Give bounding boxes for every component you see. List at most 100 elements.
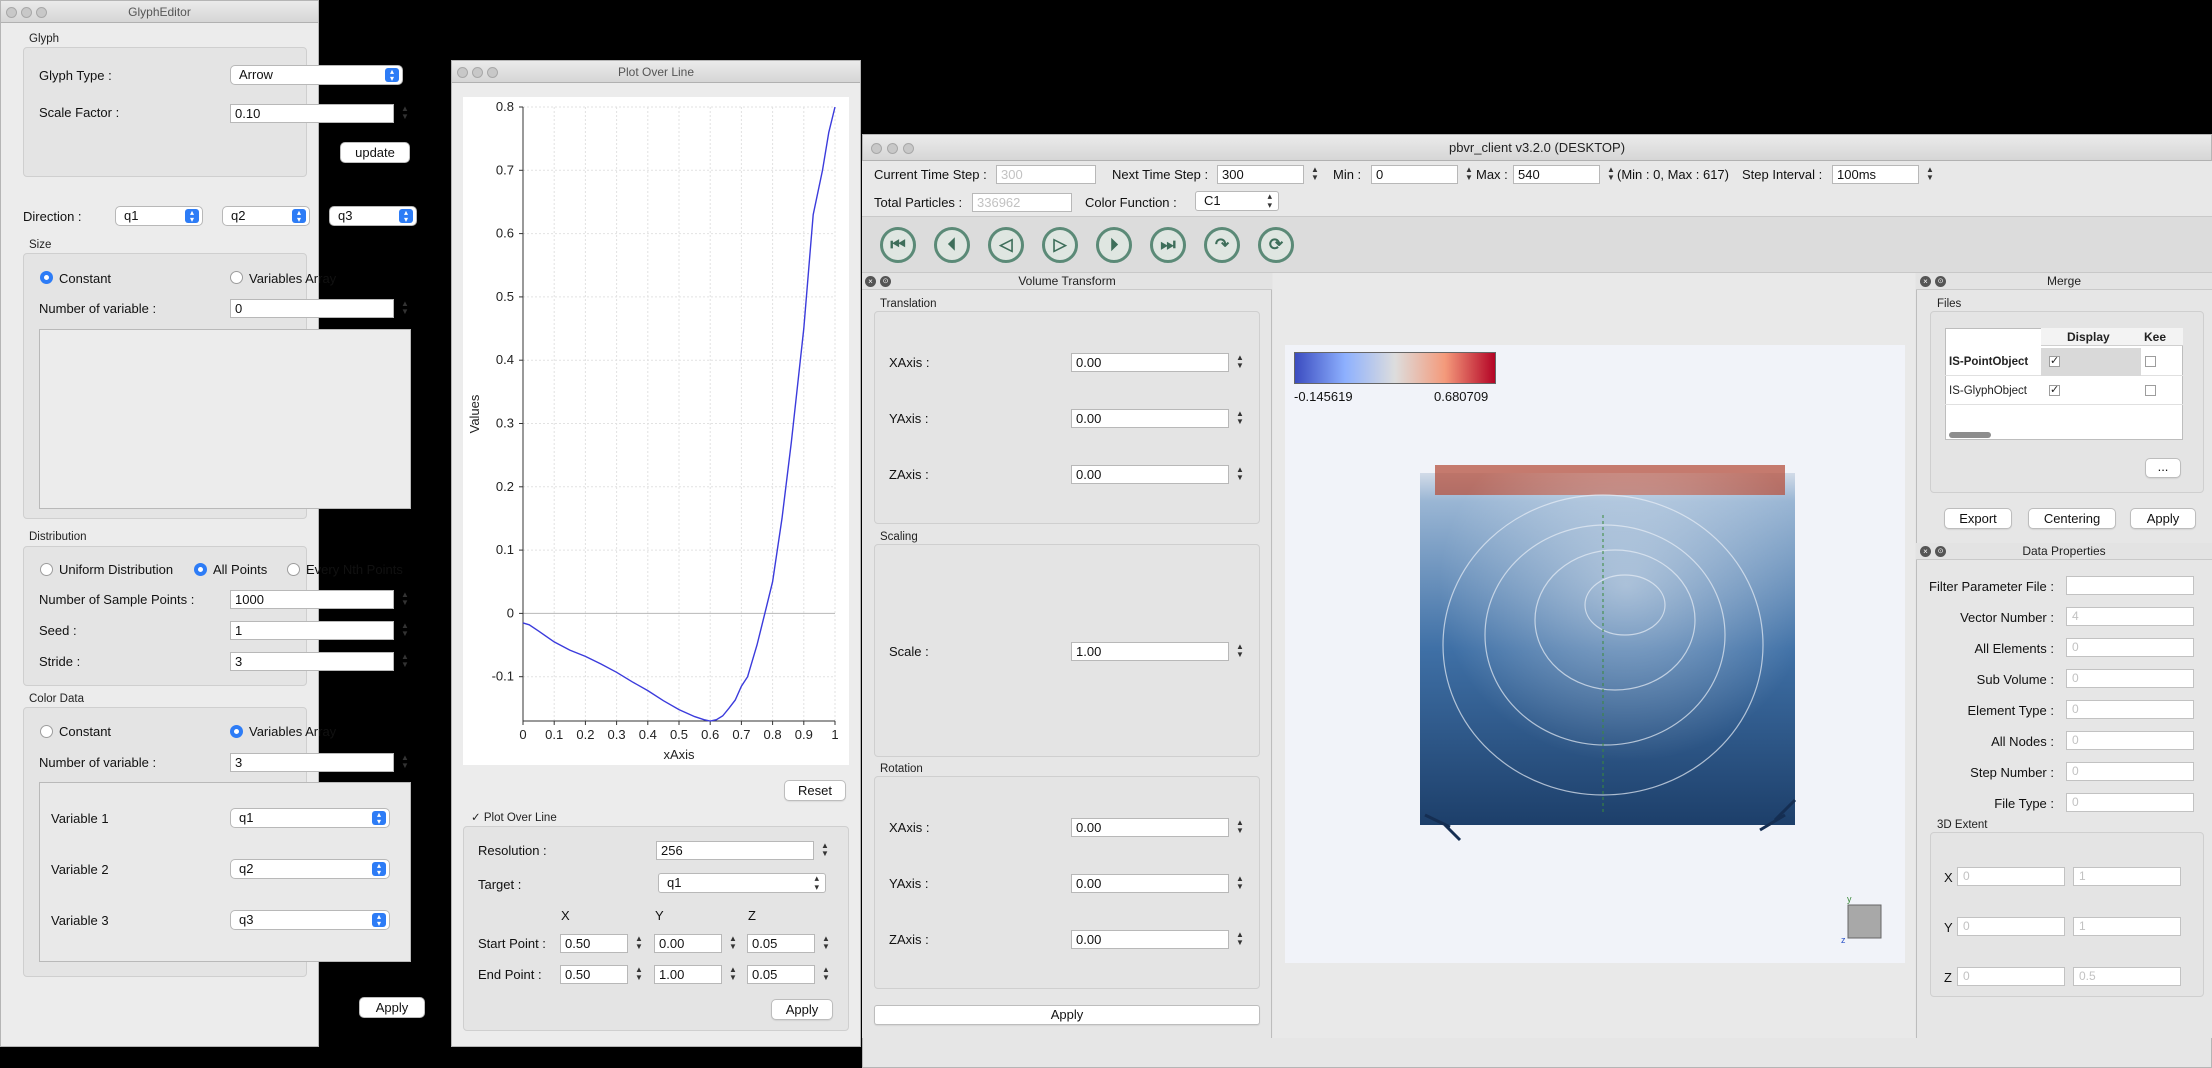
size-variables-array-radio[interactable]	[230, 271, 243, 284]
display-checkbox[interactable]: ✓	[2049, 384, 2060, 396]
size-constant-radio[interactable]	[40, 271, 53, 284]
stepper-icon[interactable]: ▲ ▼	[1236, 818, 1244, 835]
stepper-icon[interactable]: ▲ ▼	[1236, 930, 1244, 947]
close-icon[interactable]	[457, 67, 468, 78]
scale-input[interactable]: 1.00 ▲ ▼	[1071, 642, 1244, 661]
stepper-icon[interactable]: ▲ ▼	[1607, 165, 1615, 182]
stepper-icon[interactable]: ▲ ▼	[1236, 642, 1244, 659]
centering-button[interactable]: Centering	[2028, 508, 2116, 529]
first-frame-icon[interactable]: ⏮	[880, 227, 916, 263]
variable-2-select[interactable]: q2 ▴ ▾	[230, 859, 390, 879]
more-button[interactable]: ...	[2145, 458, 2181, 478]
stepper-icon[interactable]: ▲ ▼	[1236, 465, 1244, 482]
stepper-icon[interactable]: ▲ ▼	[729, 965, 737, 982]
end-x-input[interactable]: 0.50 ▲ ▼	[560, 965, 643, 984]
stepper-icon[interactable]: ▲ ▼	[401, 652, 409, 669]
target-select[interactable]: q1 ▴ ▾	[658, 873, 826, 893]
variable-3-select[interactable]: q3 ▴ ▾	[230, 910, 390, 930]
start-z-input[interactable]: 0.05 ▲ ▼	[747, 934, 830, 953]
play-reverse-icon[interactable]: ◁	[988, 227, 1024, 263]
size-num-var-input[interactable]: 0 ▲ ▼	[230, 299, 409, 318]
stepper-icon[interactable]: ▲ ▼	[729, 934, 737, 951]
pbvr-titlebar[interactable]: pbvr_client v3.2.0 (DESKTOP)	[863, 135, 2211, 161]
stepper-icon[interactable]: ▲ ▼	[1926, 165, 1934, 182]
keep-checkbox[interactable]	[2145, 385, 2156, 396]
stepper-icon[interactable]: ▲ ▼	[401, 590, 409, 607]
file-row-1[interactable]: IS-PointObject ✓	[1945, 348, 2183, 376]
update-button[interactable]: update	[340, 142, 410, 163]
last-frame-icon[interactable]: ⏭	[1150, 227, 1186, 263]
zoom-icon[interactable]	[36, 7, 47, 18]
render-canvas[interactable]: y z	[1285, 345, 1905, 963]
r-zaxis-input[interactable]: 0.00 ▲ ▼	[1071, 930, 1244, 949]
step-forward-icon[interactable]: ⏵	[1096, 227, 1132, 263]
loop-icon[interactable]: ⟳	[1258, 227, 1294, 263]
num-sample-input[interactable]: 1000 ▲ ▼	[230, 590, 409, 609]
col-keep[interactable]: Kee	[2144, 330, 2167, 344]
end-y-input[interactable]: 1.00 ▲ ▼	[654, 965, 737, 984]
start-x-input[interactable]: 0.50 ▲ ▼	[560, 934, 643, 953]
r-yaxis-input[interactable]: 0.00 ▲ ▼	[1071, 874, 1244, 893]
all-points-radio[interactable]	[194, 563, 207, 576]
panel-float-icon[interactable]: ⊙	[1935, 276, 1946, 287]
color-function-select[interactable]: C1 ▴ ▾	[1195, 191, 1279, 211]
minimize-icon[interactable]	[21, 7, 32, 18]
reset-button[interactable]: Reset	[784, 780, 846, 801]
minimize-icon[interactable]	[472, 67, 483, 78]
stepper-icon[interactable]: ▲ ▼	[401, 753, 409, 770]
every-nth-radio[interactable]	[287, 563, 300, 576]
r-xaxis-input[interactable]: 0.00 ▲ ▼	[1071, 818, 1244, 837]
panel-float-icon[interactable]: ⊙	[1935, 546, 1946, 557]
export-button[interactable]: Export	[1944, 508, 2012, 529]
redo-icon[interactable]: ↷	[1204, 227, 1240, 263]
direction-select-3[interactable]: q3 ▴ ▾	[329, 206, 417, 226]
stepper-icon[interactable]: ▲ ▼	[821, 841, 829, 858]
color-num-var-input[interactable]: 3 ▲ ▼	[230, 753, 409, 772]
keep-checkbox[interactable]	[2145, 356, 2156, 367]
close-icon[interactable]	[871, 143, 882, 154]
file-row-2[interactable]: IS-GlyphObject ✓	[1945, 377, 2183, 405]
close-icon[interactable]	[6, 7, 17, 18]
variable-1-select[interactable]: q1 ▴ ▾	[230, 808, 390, 828]
merge-apply-button[interactable]: Apply	[2130, 508, 2196, 529]
plot-titlebar[interactable]: Plot Over Line	[452, 61, 860, 83]
zoom-icon[interactable]	[903, 143, 914, 154]
uniform-distribution-radio[interactable]	[40, 563, 53, 576]
stepper-icon[interactable]: ▲ ▼	[1465, 165, 1473, 182]
stepper-icon[interactable]: ▲ ▼	[822, 934, 830, 951]
stepper-icon[interactable]: ▲ ▼	[635, 934, 643, 951]
display-checkbox[interactable]: ✓	[2049, 355, 2060, 367]
stepper-icon[interactable]: ▲ ▼	[1236, 353, 1244, 370]
glyph-type-select[interactable]: Arrow ▴ ▾	[230, 65, 403, 85]
panel-close-icon[interactable]: ×	[865, 276, 876, 287]
stepper-icon[interactable]: ▲ ▼	[635, 965, 643, 982]
check-icon[interactable]: ✓	[471, 812, 481, 824]
end-z-input[interactable]: 0.05 ▲ ▼	[747, 965, 830, 984]
zoom-icon[interactable]	[487, 67, 498, 78]
seed-input[interactable]: 1 ▲ ▼	[230, 621, 409, 640]
resolution-input[interactable]: 256 ▲ ▼	[656, 841, 829, 860]
step-interval-input[interactable]: 100ms ▲ ▼	[1832, 165, 1934, 184]
next-step-input[interactable]: 300 ▲ ▼	[1217, 165, 1319, 184]
transform-apply-button[interactable]: Apply	[874, 1005, 1260, 1025]
direction-select-1[interactable]: q1 ▴ ▾	[115, 206, 203, 226]
size-variable-list[interactable]	[39, 329, 411, 509]
stepper-icon[interactable]: ▲ ▼	[822, 965, 830, 982]
panel-close-icon[interactable]: ×	[1920, 546, 1931, 557]
col-display[interactable]: Display	[2067, 330, 2110, 344]
t-xaxis-input[interactable]: 0.00 ▲ ▼	[1071, 353, 1244, 372]
panel-close-icon[interactable]: ×	[1920, 276, 1931, 287]
color-variables-array-radio[interactable]	[230, 725, 243, 738]
stepper-icon[interactable]: ▲ ▼	[1311, 165, 1319, 182]
stepper-icon[interactable]: ▲ ▼	[401, 104, 409, 121]
stepper-icon[interactable]: ▲ ▼	[401, 621, 409, 638]
glyph-editor-titlebar[interactable]: GlyphEditor	[1, 1, 318, 23]
step-back-icon[interactable]: ⏴	[934, 227, 970, 263]
minimize-icon[interactable]	[887, 143, 898, 154]
stride-input[interactable]: 3 ▲ ▼	[230, 652, 409, 671]
t-yaxis-input[interactable]: 0.00 ▲ ▼	[1071, 409, 1244, 428]
color-constant-radio[interactable]	[40, 725, 53, 738]
glyph-apply-button[interactable]: Apply	[359, 997, 425, 1018]
direction-select-2[interactable]: q2 ▴ ▾	[222, 206, 310, 226]
stepper-icon[interactable]: ▲ ▼	[1236, 409, 1244, 426]
